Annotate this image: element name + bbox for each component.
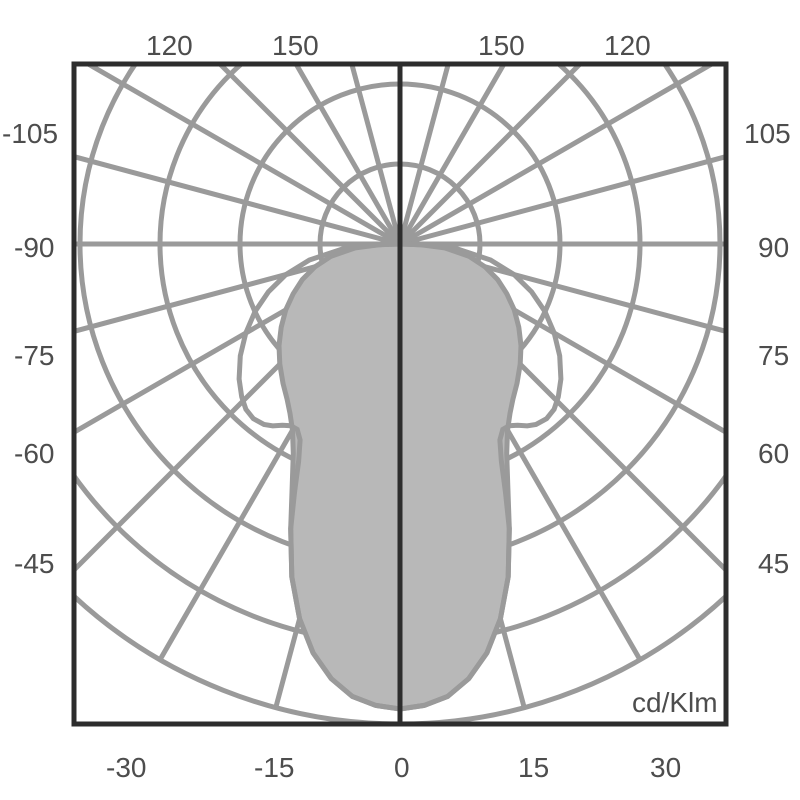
- polar-chart: cd/Klm 120150150120-105-90-75-60-4510590…: [0, 0, 800, 800]
- svg-text:cd/Klm: cd/Klm: [632, 687, 718, 718]
- chart-svg: cd/Klm: [0, 0, 800, 800]
- bottom-tick-1: -15: [254, 752, 294, 784]
- top-tick-2: 150: [478, 30, 525, 62]
- right-tick-4: 45: [758, 548, 789, 580]
- top-tick-3: 120: [604, 30, 651, 62]
- bottom-tick-2: 0: [394, 752, 410, 784]
- left-tick-3: -60: [14, 438, 54, 470]
- right-tick-1: 90: [758, 232, 789, 264]
- top-tick-1: 150: [272, 30, 319, 62]
- bottom-tick-3: 15: [518, 752, 549, 784]
- left-tick-0: -105: [2, 118, 58, 150]
- right-tick-3: 60: [758, 438, 789, 470]
- top-tick-0: 120: [146, 30, 193, 62]
- bottom-tick-4: 30: [650, 752, 681, 784]
- left-tick-1: -90: [14, 232, 54, 264]
- right-tick-2: 75: [758, 340, 789, 372]
- right-tick-0: 105: [744, 118, 791, 150]
- bottom-tick-0: -30: [106, 752, 146, 784]
- left-tick-2: -75: [14, 340, 54, 372]
- left-tick-4: -45: [14, 548, 54, 580]
